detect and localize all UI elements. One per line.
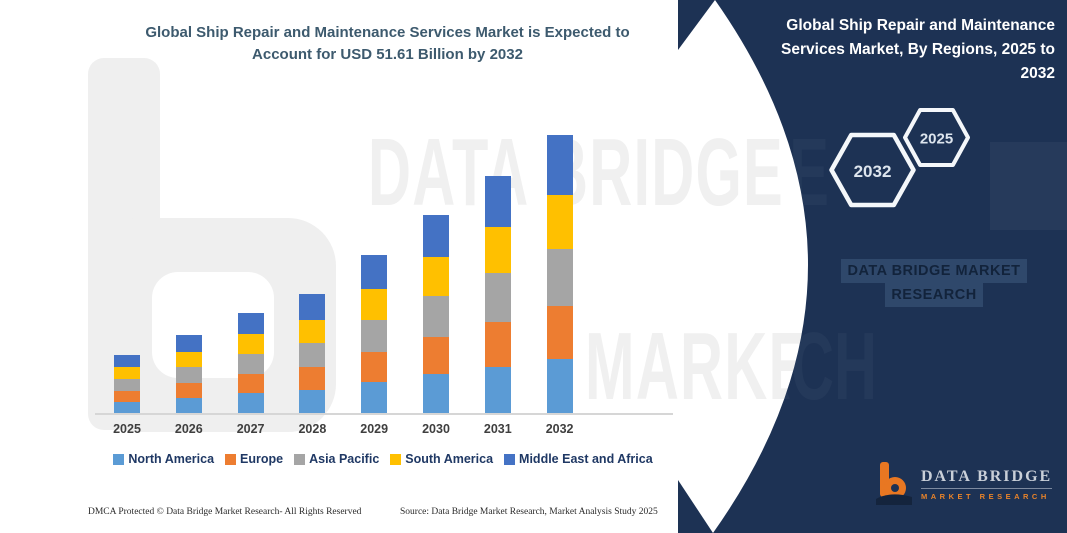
- hexagon-2032: [829, 132, 916, 208]
- bar-segment-2026-north-america: [175, 397, 202, 413]
- footer-copyright: DMCA Protected © Data Bridge Market Rese…: [88, 507, 362, 517]
- bar-segment-2032-north-america: [546, 358, 573, 413]
- bar-segment-2031-middle-east-and-africa: [484, 176, 511, 227]
- bar-segment-2027-middle-east-and-africa: [237, 312, 264, 335]
- bar-segment-2025-north-america: [114, 401, 140, 413]
- bar-2029: [361, 255, 388, 413]
- legend-swatch: [113, 453, 125, 465]
- watermark-text-row1: DATA BRIDGE: [368, 119, 784, 226]
- panel-watermark-text: DATA BRIDGE MARKET RESEARCH: [788, 259, 1067, 307]
- chart-legend: North America Europe Asia Pacific South Ame…: [88, 452, 678, 466]
- legend-item-south-america: South America: [390, 452, 493, 466]
- bar-segment-2030-europe: [423, 336, 449, 375]
- bar-segment-2031-asia-pacific: [484, 273, 511, 322]
- bar-segment-2027-south-america: [237, 334, 264, 354]
- legend-swatch: [225, 453, 237, 465]
- chart-title-line2: Account for USD 51.61 Billion by 2032: [252, 46, 523, 63]
- footer-source: Source: Data Bridge Market Research, Mar…: [400, 507, 658, 517]
- bar-segment-2025-asia-pacific: [114, 378, 140, 391]
- bar-segment-2026-europe: [175, 382, 202, 398]
- bar-segment-2028-middle-east-and-africa: [299, 294, 326, 320]
- bar-segment-2025-europe: [114, 390, 140, 402]
- bar-segment-2028-europe: [299, 367, 326, 390]
- bar-segment-2029-europe: [361, 352, 388, 383]
- x-axis-label-2027: 2027: [236, 422, 265, 436]
- legend-label: Middle East and Africa: [519, 452, 653, 466]
- bar-segment-2031-north-america: [484, 366, 511, 413]
- bar-segment-2025-south-america: [114, 367, 140, 379]
- bar-segment-2032-europe: [546, 305, 573, 359]
- bar-segment-2030-middle-east-and-africa: [423, 214, 449, 258]
- bar-segment-2030-north-america: [423, 374, 449, 413]
- bar-2030: [423, 214, 449, 413]
- bar-segment-2029-middle-east-and-africa: [361, 255, 388, 290]
- legend-swatch: [294, 453, 306, 465]
- panel-watermark-line1: DATA BRIDGE MARKET: [841, 259, 1027, 283]
- legend-label: North America: [128, 452, 215, 466]
- panel-watermark-faint-block: [990, 142, 1067, 230]
- bar-segment-2026-middle-east-and-africa: [175, 334, 202, 352]
- legend-label: Europe: [240, 452, 284, 466]
- x-axis-label-2030: 2030: [422, 422, 450, 436]
- bar-2032: [546, 135, 573, 413]
- bar-2028: [299, 294, 326, 413]
- legend-item-middle-east-and-africa: Middle East and Africa: [504, 452, 653, 466]
- bar-2027: [237, 312, 264, 413]
- bar-segment-2032-south-america: [546, 194, 573, 249]
- x-axis-label-2028: 2028: [298, 422, 327, 436]
- bar-segment-2027-asia-pacific: [237, 353, 264, 375]
- bar-segment-2029-asia-pacific: [361, 319, 388, 353]
- x-axis-label-2025: 2025: [113, 422, 141, 436]
- legend-label: South America: [405, 452, 494, 466]
- bar-segment-2030-asia-pacific: [423, 296, 449, 337]
- panel-watermark-line2: RESEARCH: [885, 283, 983, 307]
- x-axis-label-2031: 2031: [483, 422, 512, 436]
- bar-segment-2026-asia-pacific: [175, 366, 202, 383]
- dbmr-logo-icon: [876, 462, 912, 505]
- panel-watermark-faint-row2: ARCH: [705, 312, 877, 422]
- hexagon-2032-label: 2032: [854, 162, 892, 181]
- hexagon-2025-label: 2025: [920, 131, 953, 148]
- legend-item-europe: Europe: [225, 452, 283, 466]
- bar-segment-2026-south-america: [175, 351, 202, 367]
- legend-swatch: [390, 453, 402, 465]
- bar-segment-2027-europe: [237, 374, 264, 394]
- dbmr-logo-tagline: MARKET RESEARCH: [921, 491, 1050, 501]
- legend-swatch: [504, 453, 516, 465]
- right-panel-background: [678, 0, 1067, 533]
- panel-watermark-faint-row1: DGE: [700, 118, 829, 228]
- bar-segment-2028-asia-pacific: [299, 342, 326, 368]
- chart-title-line1: Global Ship Repair and Maintenance Servi…: [145, 24, 630, 41]
- bar-segment-2025-middle-east-and-africa: [114, 354, 140, 368]
- plot-area: [95, 128, 673, 415]
- bar-segment-2029-south-america: [361, 289, 388, 320]
- bar-segment-2031-europe: [484, 321, 511, 367]
- legend-label: Asia Pacific: [309, 452, 380, 466]
- dbmr-logo: DATA BRIDGE MARKET RESEARCH: [876, 461, 1053, 507]
- x-axis-labels: 2025 2026 2027 2028 2029 2030 2031 2032: [95, 422, 673, 440]
- hexagon-2025: [903, 108, 970, 167]
- chart-title: Global Ship Repair and Maintenance Servi…: [100, 22, 675, 66]
- bar-segment-2032-middle-east-and-africa: [546, 135, 573, 195]
- x-axis-label-2032: 2032: [545, 422, 574, 436]
- bar-2026: [175, 334, 202, 413]
- bar-segment-2032-asia-pacific: [546, 249, 573, 306]
- x-axis-label-2029: 2029: [360, 422, 389, 436]
- panel-title: Global Ship Repair and Maintenance Servi…: [781, 17, 1055, 82]
- bar-segment-2029-north-america: [361, 382, 388, 413]
- dbmr-logo-name: DATA BRIDGE: [921, 468, 1053, 489]
- bar-2025: [114, 354, 140, 413]
- legend-item-asia-pacific: Asia Pacific: [294, 452, 379, 466]
- hexagon-badges: 2032 2025: [829, 108, 970, 208]
- x-axis-line: [95, 413, 673, 415]
- legend-item-north-america: North America: [113, 452, 214, 466]
- bar-2031: [484, 176, 511, 413]
- bar-segment-2028-north-america: [299, 389, 326, 413]
- bar-segment-2031-south-america: [484, 226, 511, 274]
- bar-segment-2030-south-america: [423, 257, 449, 297]
- x-axis-label-2026: 2026: [174, 422, 203, 436]
- bar-segment-2027-north-america: [237, 393, 264, 413]
- bar-segment-2028-south-america: [299, 319, 326, 343]
